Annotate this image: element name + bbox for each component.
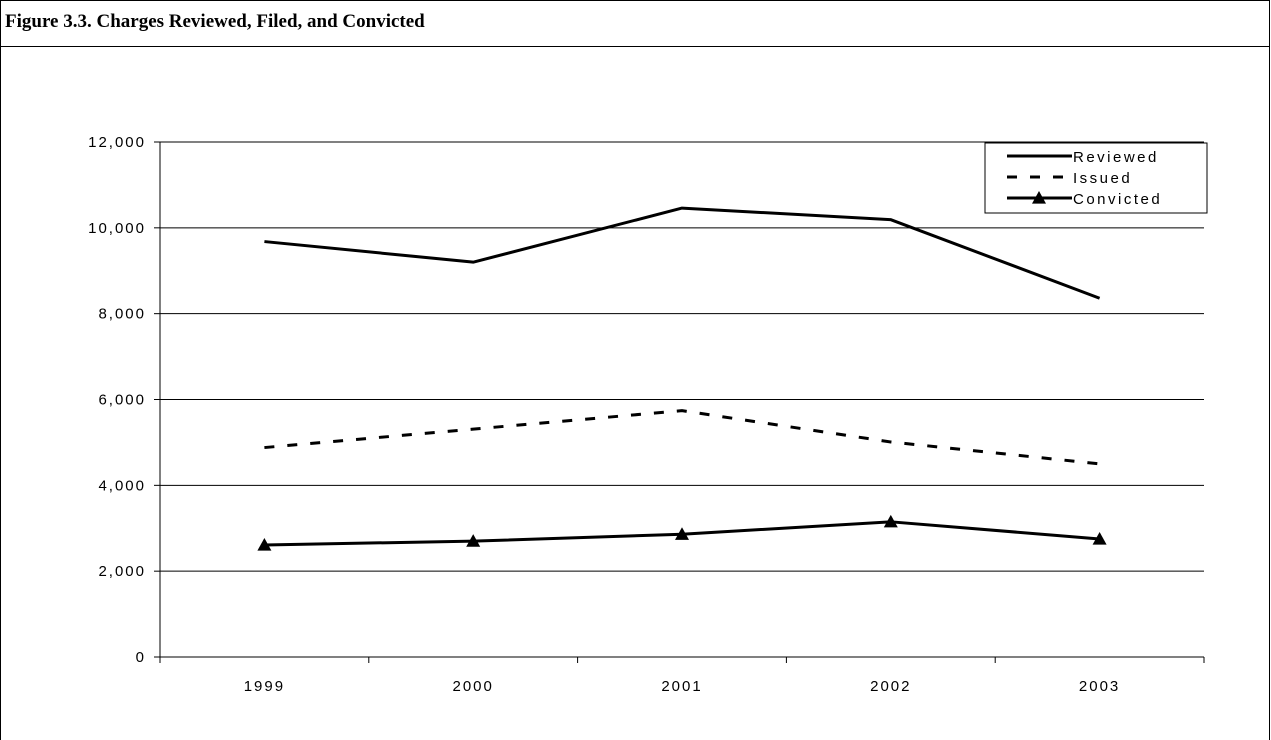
legend: Reviewed Issued Convicted <box>984 142 1208 214</box>
y-tick-label: 6,000 <box>98 392 146 409</box>
data-point-convicted <box>466 534 481 547</box>
y-tick-label: 8,000 <box>98 306 146 323</box>
legend-label-convicted: Convicted <box>1073 191 1162 208</box>
data-point-convicted <box>1092 531 1107 545</box>
x-tick-label: 2001 <box>661 678 702 695</box>
x-tick-label: 1999 <box>244 678 285 695</box>
data-point-convicted <box>675 527 689 540</box>
x-tick-label: 2003 <box>1079 678 1120 695</box>
legend-label-reviewed: Reviewed <box>1073 149 1159 166</box>
data-point-convicted <box>257 537 272 551</box>
legend-label-issued: Issued <box>1073 170 1132 187</box>
legend-marker <box>1032 191 1046 204</box>
y-tick-label: 12,000 <box>88 134 146 151</box>
series-lines <box>257 206 1107 551</box>
series-line-issued <box>264 409 1100 466</box>
y-tick-label: 4,000 <box>98 477 146 494</box>
figure-title: Figure 3.3. Charges Reviewed, Filed, and… <box>5 11 425 32</box>
x-tick-label: 2000 <box>453 678 494 695</box>
axes: 0 2,000 4,000 6,000 8,000 10,000 12,000 1999 200… <box>88 134 1205 695</box>
y-tick-label: 0 <box>136 649 146 666</box>
x-tick-label: 2002 <box>870 678 911 695</box>
figure-title-bar: Figure 3.3. Charges Reviewed, Filed, and… <box>1 1 1269 47</box>
y-tick-label: 10,000 <box>88 220 146 237</box>
grid-lines <box>160 141 1204 572</box>
y-tick-label: 2,000 <box>98 563 146 580</box>
data-point-convicted <box>883 514 898 528</box>
series-line-reviewed <box>264 206 1101 300</box>
